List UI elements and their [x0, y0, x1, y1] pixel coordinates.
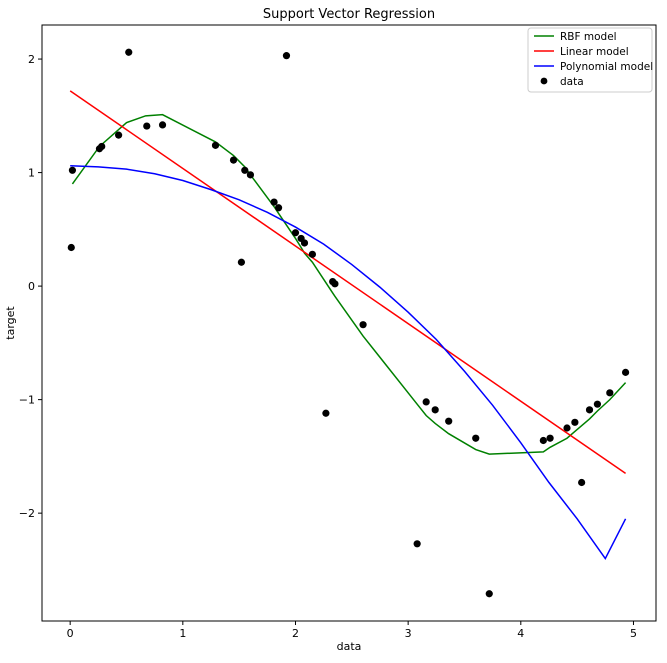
series-layer	[67, 48, 630, 598]
data-point	[563, 424, 571, 432]
data-point	[68, 166, 77, 174]
linear-model-line	[69, 90, 627, 475]
legend: RBF model Linear model Polynomial model dat…	[527, 27, 653, 93]
data-point	[322, 409, 330, 417]
x-axis-ticks: 0 1 2 3 4 5	[67, 621, 637, 640]
data-point	[274, 204, 283, 212]
data-point	[445, 417, 453, 425]
data-point	[571, 418, 579, 426]
legend-label-rbf-model: RBF model	[560, 31, 617, 43]
data-point	[413, 540, 421, 548]
data-point	[237, 258, 246, 266]
data-point	[585, 406, 594, 414]
y-tick-label: −2	[19, 507, 35, 520]
data-point	[359, 321, 367, 329]
legend-box	[527, 27, 653, 93]
chart-title: Support Vector Regression	[263, 7, 435, 22]
y-axis-label: target	[4, 306, 17, 340]
data-point	[300, 239, 309, 247]
data-point	[115, 131, 123, 139]
data-point	[431, 406, 439, 414]
y-tick-label: 0	[28, 280, 35, 293]
data-point	[229, 156, 238, 164]
x-tick-label: 4	[517, 627, 524, 640]
x-tick-label: 0	[67, 627, 74, 640]
data-point	[546, 434, 554, 442]
data-point	[308, 250, 316, 258]
y-tick-label: 2	[28, 53, 35, 66]
data-point	[270, 198, 278, 206]
data-point	[241, 166, 249, 174]
data-point	[67, 243, 75, 252]
x-tick-label: 3	[405, 627, 412, 640]
data-point	[593, 400, 602, 408]
data-point	[331, 280, 339, 288]
x-tick-label: 5	[630, 627, 637, 640]
data-point	[606, 389, 614, 397]
data-point	[291, 229, 300, 237]
data-point	[98, 142, 106, 151]
x-tick-label: 1	[179, 627, 186, 640]
data-point	[125, 48, 133, 56]
legend-label-linear-model: Linear model	[560, 46, 629, 58]
data-point	[621, 368, 630, 376]
data-point	[282, 52, 291, 60]
x-tick-label: 2	[292, 627, 299, 640]
plot-area	[42, 25, 656, 621]
legend-label-data: data	[560, 76, 584, 88]
legend-label-polynomial-model: Polynomial model	[560, 61, 653, 73]
polynomial-model-line	[70, 165, 627, 561]
y-axis-ticks: −2 −1 0 1 2	[19, 53, 42, 520]
data-point	[158, 121, 167, 129]
legend-swatch-data	[540, 77, 548, 85]
data-point	[143, 122, 151, 130]
y-tick-label: 1	[28, 167, 35, 180]
data-point	[472, 434, 480, 442]
data-point	[422, 398, 430, 406]
data-point	[539, 436, 547, 445]
data-point	[246, 171, 255, 179]
data-point	[578, 478, 586, 487]
data-point	[211, 141, 220, 149]
x-axis-label: data	[337, 640, 362, 653]
plot-frame	[41, 24, 657, 622]
y-tick-label: −1	[19, 394, 35, 407]
data-point	[485, 590, 493, 598]
